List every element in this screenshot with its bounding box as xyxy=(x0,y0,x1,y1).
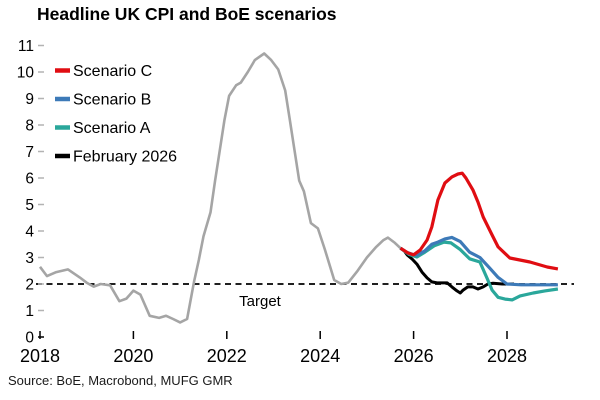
legend-label-scenario-b: Scenario B xyxy=(73,92,151,109)
x-axis-label: 2018 xyxy=(20,346,60,366)
axes-group: 0 1 2 3 4 5 6 7 8 9 10 11 2018 2020 2022 2024 2026 2028 xyxy=(17,38,527,366)
x-axis-label: 2028 xyxy=(487,346,527,366)
source-note: Source: BoE, Macrobond, MUFG GMR xyxy=(8,373,233,388)
legend-group: Scenario C Scenario B Scenario A February 2… xyxy=(55,63,177,166)
legend-label-scenario-a: Scenario A xyxy=(73,120,151,137)
chart-title: Headline UK CPI and BoE scenarios xyxy=(37,4,337,24)
series-line-february-2026 xyxy=(399,246,514,295)
x-axis-label: 2020 xyxy=(113,346,153,366)
y-axis-label: 10 xyxy=(17,65,35,82)
y-axis-label: 0 xyxy=(25,330,34,347)
y-axis-label: 1 xyxy=(25,303,34,320)
y-axis-label: 8 xyxy=(25,118,34,135)
y-axis-label: 9 xyxy=(25,91,34,108)
y-axis-label: 6 xyxy=(25,171,34,188)
series-group xyxy=(38,52,559,324)
y-axis-label: 7 xyxy=(25,144,34,161)
target-label: Target xyxy=(239,293,282,310)
y-axis-label: 2 xyxy=(25,277,34,294)
series-line-headline-cpi-history xyxy=(38,52,402,324)
legend-label-february-2026: February 2026 xyxy=(73,149,177,166)
y-axis-label: 11 xyxy=(18,38,34,55)
legend-label-scenario-c: Scenario C xyxy=(73,63,152,80)
y-axis-label: 5 xyxy=(25,197,34,214)
x-axis-label: 2022 xyxy=(207,346,247,366)
x-axis-label: 2024 xyxy=(300,346,340,366)
x-axis-label: 2026 xyxy=(394,346,434,366)
y-axis-label: 3 xyxy=(25,250,34,267)
series-line-scenario-c xyxy=(399,171,559,271)
y-axis-label: 4 xyxy=(25,224,34,241)
